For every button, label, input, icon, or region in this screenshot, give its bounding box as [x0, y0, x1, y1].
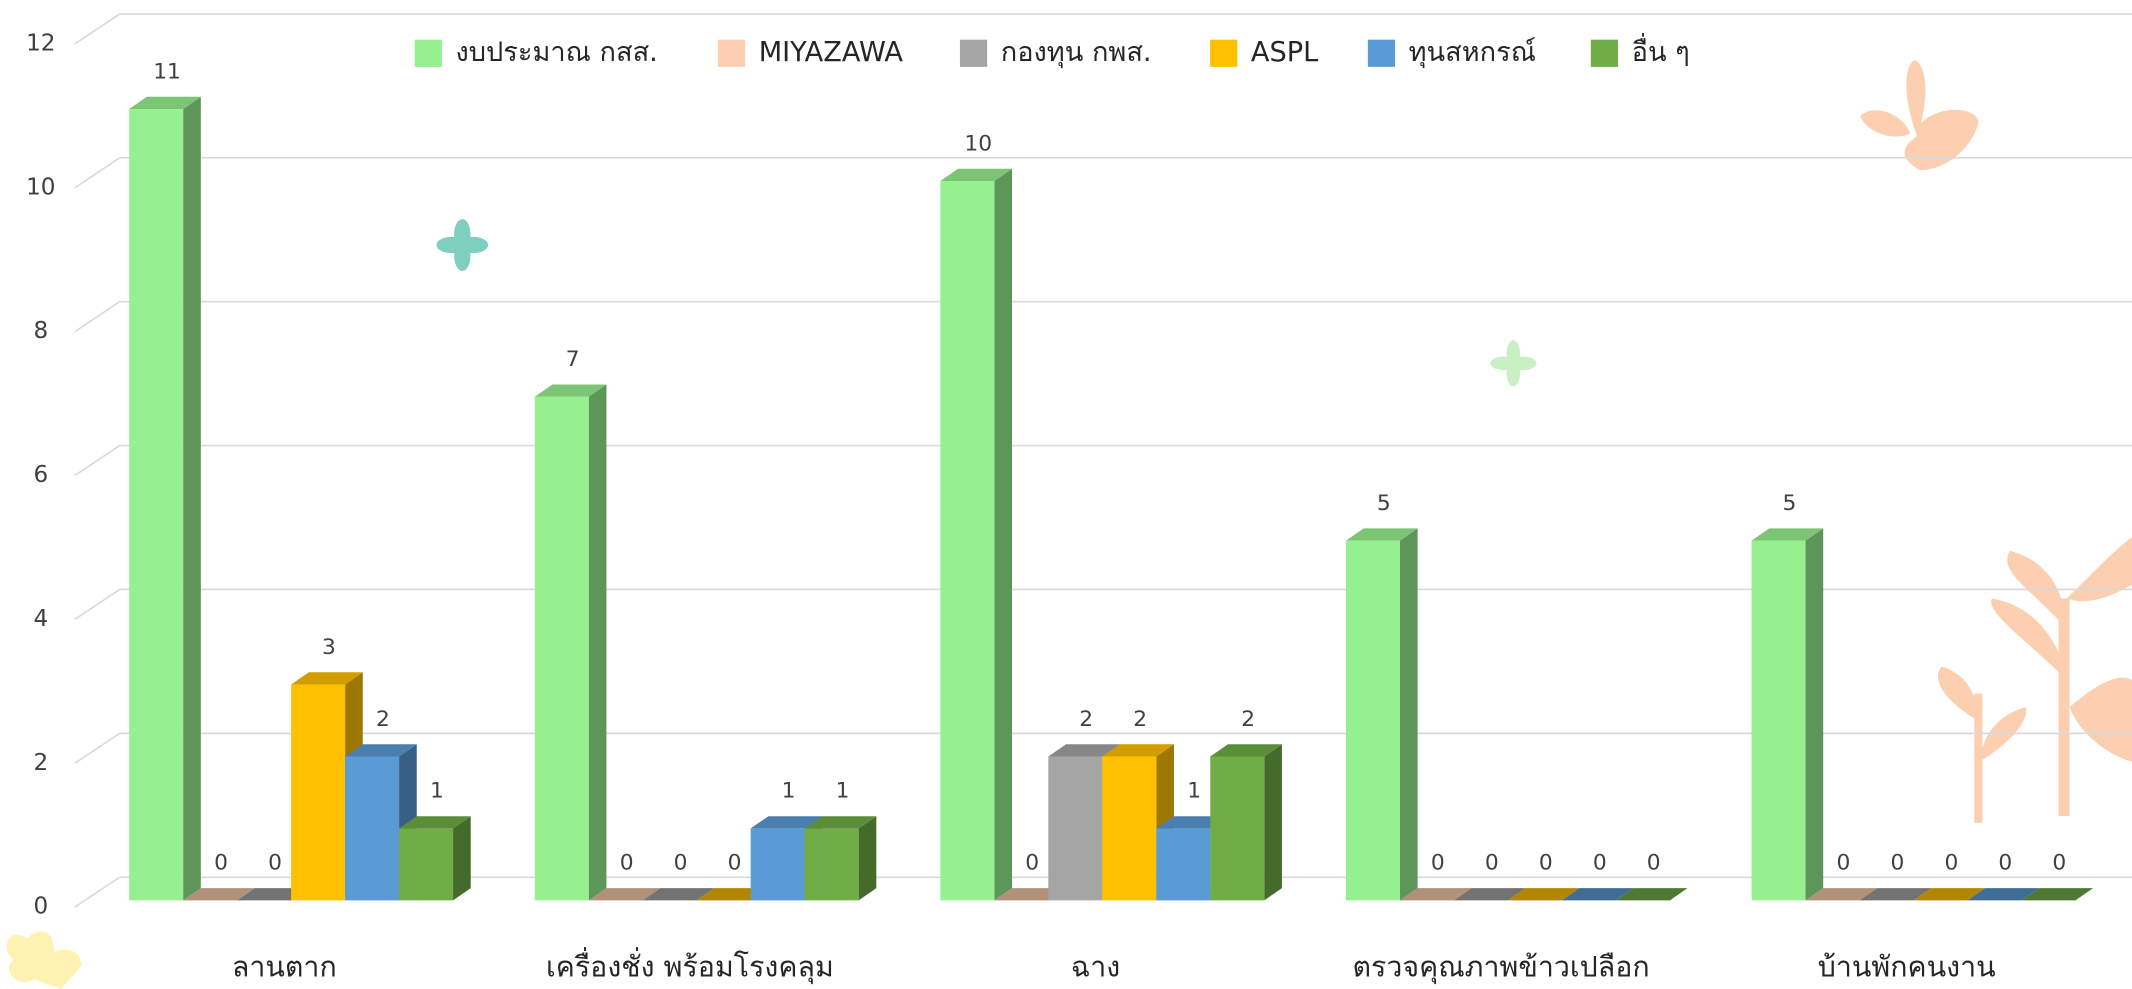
data-label: 1	[430, 779, 444, 804]
legend-label: อื่น ๆ	[1632, 33, 1690, 68]
grid-line	[75, 446, 120, 476]
data-label: 7	[566, 347, 580, 372]
bar	[1346, 541, 1400, 901]
legend-swatch	[1368, 40, 1395, 67]
bar	[1102, 756, 1156, 900]
legend-label: MIYAZAWA	[759, 37, 904, 68]
bar-side	[859, 816, 877, 900]
data-label: 0	[620, 851, 634, 876]
y-tick-label: 0	[33, 894, 48, 920]
x-tick-label: ฉาง	[1071, 949, 1120, 983]
bar-side	[994, 169, 1012, 901]
x-tick-label: บ้านพักคนงาน	[1818, 949, 1996, 983]
legend-label: งบประมาณ กสส.	[455, 37, 657, 68]
bar	[805, 828, 859, 900]
chart: 024681012ลานตาก1100321เครื่องชั่ง พร้อมโ…	[0, 0, 2132, 989]
data-label: 5	[1783, 491, 1797, 516]
grid-line	[75, 14, 120, 44]
data-label: 0	[1025, 851, 1039, 876]
data-label: 0	[1539, 851, 1553, 876]
x-tick-label: เครื่องชั่ง พร้อมโรงคลุม	[546, 947, 834, 984]
data-label: 0	[674, 851, 688, 876]
data-label: 10	[964, 131, 992, 156]
grid-line	[75, 589, 120, 619]
legend-label: ทุนสหกรณ์	[1409, 36, 1536, 69]
bar	[1210, 756, 1264, 900]
data-label: 1	[1187, 779, 1201, 804]
bar	[291, 685, 345, 901]
data-label: 0	[1647, 851, 1661, 876]
y-tick-label: 2	[33, 750, 48, 776]
data-label: 2	[1241, 707, 1255, 732]
y-tick-label: 6	[33, 462, 48, 488]
grid-line	[75, 158, 120, 188]
data-label: 0	[728, 851, 742, 876]
data-label: 1	[782, 779, 796, 804]
grid-line	[75, 877, 120, 907]
bar	[1048, 756, 1102, 900]
bar	[1156, 828, 1210, 900]
data-label: 3	[322, 635, 336, 660]
data-label: 2	[376, 707, 390, 732]
bar	[535, 397, 589, 901]
legend-swatch	[1210, 40, 1237, 67]
legend-swatch	[960, 40, 987, 67]
data-label: 5	[1377, 491, 1391, 516]
data-label: 0	[1890, 851, 1904, 876]
bar-side	[589, 385, 607, 901]
grid-line	[75, 302, 120, 332]
bar-side	[453, 816, 471, 900]
data-label: 0	[268, 851, 282, 876]
data-label: 11	[153, 59, 181, 84]
bar	[940, 181, 994, 900]
bar-side	[183, 97, 201, 901]
y-tick-label: 12	[26, 30, 55, 56]
data-label: 0	[1998, 851, 2012, 876]
x-tick-label: ตรวจคุณภาพข้าวเปลือก	[1352, 949, 1649, 984]
grid-line	[75, 733, 120, 763]
data-label: 0	[2052, 851, 2066, 876]
bar	[129, 109, 183, 900]
y-tick-label: 10	[26, 174, 55, 200]
legend-swatch	[1591, 40, 1618, 67]
bar	[751, 828, 805, 900]
y-tick-label: 4	[33, 606, 48, 632]
bar	[345, 756, 399, 900]
bar	[1752, 541, 1806, 901]
legend-label: ASPL	[1251, 37, 1318, 68]
data-label: 0	[1431, 851, 1445, 876]
data-label: 2	[1079, 707, 1093, 732]
bar	[399, 828, 453, 900]
data-label: 0	[1593, 851, 1607, 876]
legend-swatch	[415, 40, 442, 67]
bar-side	[1806, 528, 1824, 900]
bar-side	[1264, 744, 1282, 900]
y-tick-label: 8	[33, 318, 48, 344]
data-label: 0	[1836, 851, 1850, 876]
data-label: 0	[1944, 851, 1958, 876]
bar-side	[1400, 528, 1418, 900]
x-tick-label: ลานตาก	[232, 949, 337, 983]
legend-label: กองทุน กพส.	[1001, 37, 1152, 69]
data-label: 2	[1133, 707, 1147, 732]
legend-swatch	[718, 40, 745, 67]
data-label: 0	[214, 851, 228, 876]
data-label: 0	[1485, 851, 1499, 876]
data-label: 1	[836, 779, 850, 804]
